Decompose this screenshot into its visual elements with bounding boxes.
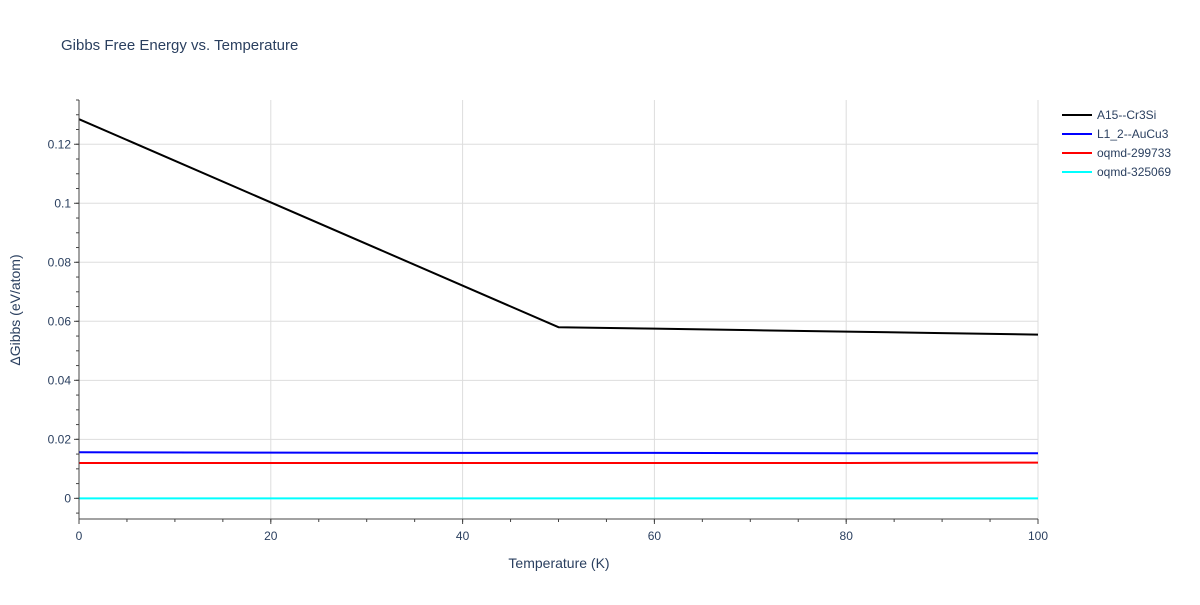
y-tick-label: 0.08 — [48, 255, 72, 269]
y-tick-label: 0.12 — [48, 137, 72, 151]
legend-label: oqmd-299733 — [1097, 146, 1171, 160]
y-tick-label: 0.06 — [48, 314, 72, 328]
legend-item-3[interactable]: oqmd-325069 — [1062, 165, 1171, 179]
y-tick-label: 0 — [64, 491, 71, 505]
legend-label: L1_2--AuCu3 — [1097, 127, 1169, 141]
legend-item-2[interactable]: oqmd-299733 — [1062, 146, 1171, 160]
series-line-1[interactable] — [79, 452, 1038, 453]
x-tick-label: 20 — [264, 529, 278, 543]
grid-layer — [79, 100, 1038, 519]
legend-item-0[interactable]: A15--Cr3Si — [1062, 108, 1156, 122]
legend: A15--Cr3Si L1_2--AuCu3 oqmd-299733 oqmd-325… — [1062, 108, 1171, 179]
chart-title: Gibbs Free Energy vs. Temperature — [61, 37, 298, 54]
legend-label: A15--Cr3Si — [1097, 108, 1156, 122]
x-tick-label: 40 — [456, 529, 470, 543]
y-tick-label: 0.04 — [48, 373, 72, 387]
y-tick-label: 0.02 — [48, 432, 72, 446]
legend-label: oqmd-325069 — [1097, 165, 1171, 179]
y-axis-title: ΔGibbs (eV/atom) — [7, 254, 23, 365]
series-line-0[interactable] — [79, 119, 1038, 334]
x-tick-label: 100 — [1028, 529, 1048, 543]
x-axis-title: Temperature (K) — [508, 555, 609, 571]
series-layer — [79, 119, 1038, 498]
legend-item-1[interactable]: L1_2--AuCu3 — [1062, 127, 1169, 141]
x-tick-label: 60 — [648, 529, 662, 543]
x-tick-label: 80 — [840, 529, 854, 543]
x-tick-label: 0 — [76, 529, 83, 543]
y-tick-label: 0.1 — [54, 196, 71, 210]
